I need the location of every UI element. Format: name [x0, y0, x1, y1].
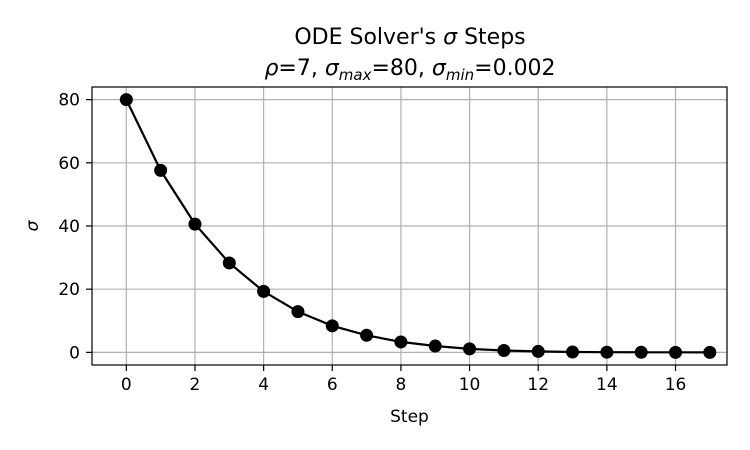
sigma-data-point — [222, 256, 236, 270]
sigma-data-point — [463, 342, 477, 356]
sigma-data-point — [257, 284, 271, 298]
sigma-data-point — [154, 163, 168, 177]
sigma-data-point — [703, 345, 717, 359]
x-tick-label: 10 — [459, 375, 481, 395]
x-tick-label: 6 — [327, 375, 338, 395]
x-tick-label: 8 — [396, 375, 407, 395]
sigma-data-point — [428, 339, 442, 353]
title-suffix: Steps — [457, 25, 526, 50]
y-tick-label: 80 — [58, 91, 80, 111]
x-tick-label: 12 — [527, 375, 549, 395]
series-layer — [119, 93, 717, 359]
x-tick-label: 0 — [121, 375, 132, 395]
y-axis-label: σ — [23, 219, 43, 231]
sigma-data-point — [566, 345, 580, 359]
sigma-max-symbol: σ — [325, 56, 340, 81]
x-tick-label: 2 — [190, 375, 201, 395]
sigma-data-point — [669, 345, 683, 359]
sigma-max-subscript: max — [339, 66, 372, 84]
sigma-data-point — [497, 343, 511, 357]
sigma-min-subscript: min — [446, 66, 474, 84]
title-prefix: ODE Solver's — [294, 25, 443, 50]
x-tick-label: 4 — [258, 375, 269, 395]
rho-symbol: ρ — [264, 56, 278, 81]
y-tick-label: 0 — [69, 343, 80, 363]
ticks-layer: 0 2 4 6 8 10 12 14 16 0 20 40 60 80 — [58, 91, 686, 395]
sigma-data-point — [291, 305, 305, 319]
title-sigma-symbol: σ — [443, 25, 458, 50]
x-axis-label: Step — [390, 407, 429, 427]
sigma-data-point — [119, 93, 133, 107]
rho-value: =7, — [278, 56, 324, 81]
sigma-min-symbol: σ — [432, 56, 447, 81]
chart-title-line-2: ρ=7, σmax=80, σmin=0.002 — [264, 56, 555, 84]
grid-layer — [92, 87, 727, 365]
sigma-data-point — [634, 345, 648, 359]
sigma-min-value: =0.002 — [474, 56, 555, 81]
sigma-data-point — [188, 217, 202, 231]
x-tick-label: 14 — [596, 375, 618, 395]
y-tick-label: 60 — [58, 154, 80, 174]
sigma-max-value: =80, — [371, 56, 431, 81]
y-tick-label: 20 — [58, 280, 80, 300]
y-tick-label: 40 — [58, 217, 80, 237]
sigma-data-point — [360, 328, 374, 342]
x-tick-label: 16 — [665, 375, 687, 395]
sigma-data-point — [394, 335, 408, 349]
sigma-data-point — [325, 319, 339, 333]
chart-title-line-1: ODE Solver's σ Steps — [294, 25, 525, 50]
sigma-data-point — [600, 345, 614, 359]
plot-frame — [91, 86, 728, 366]
sigma-data-point — [531, 344, 545, 358]
